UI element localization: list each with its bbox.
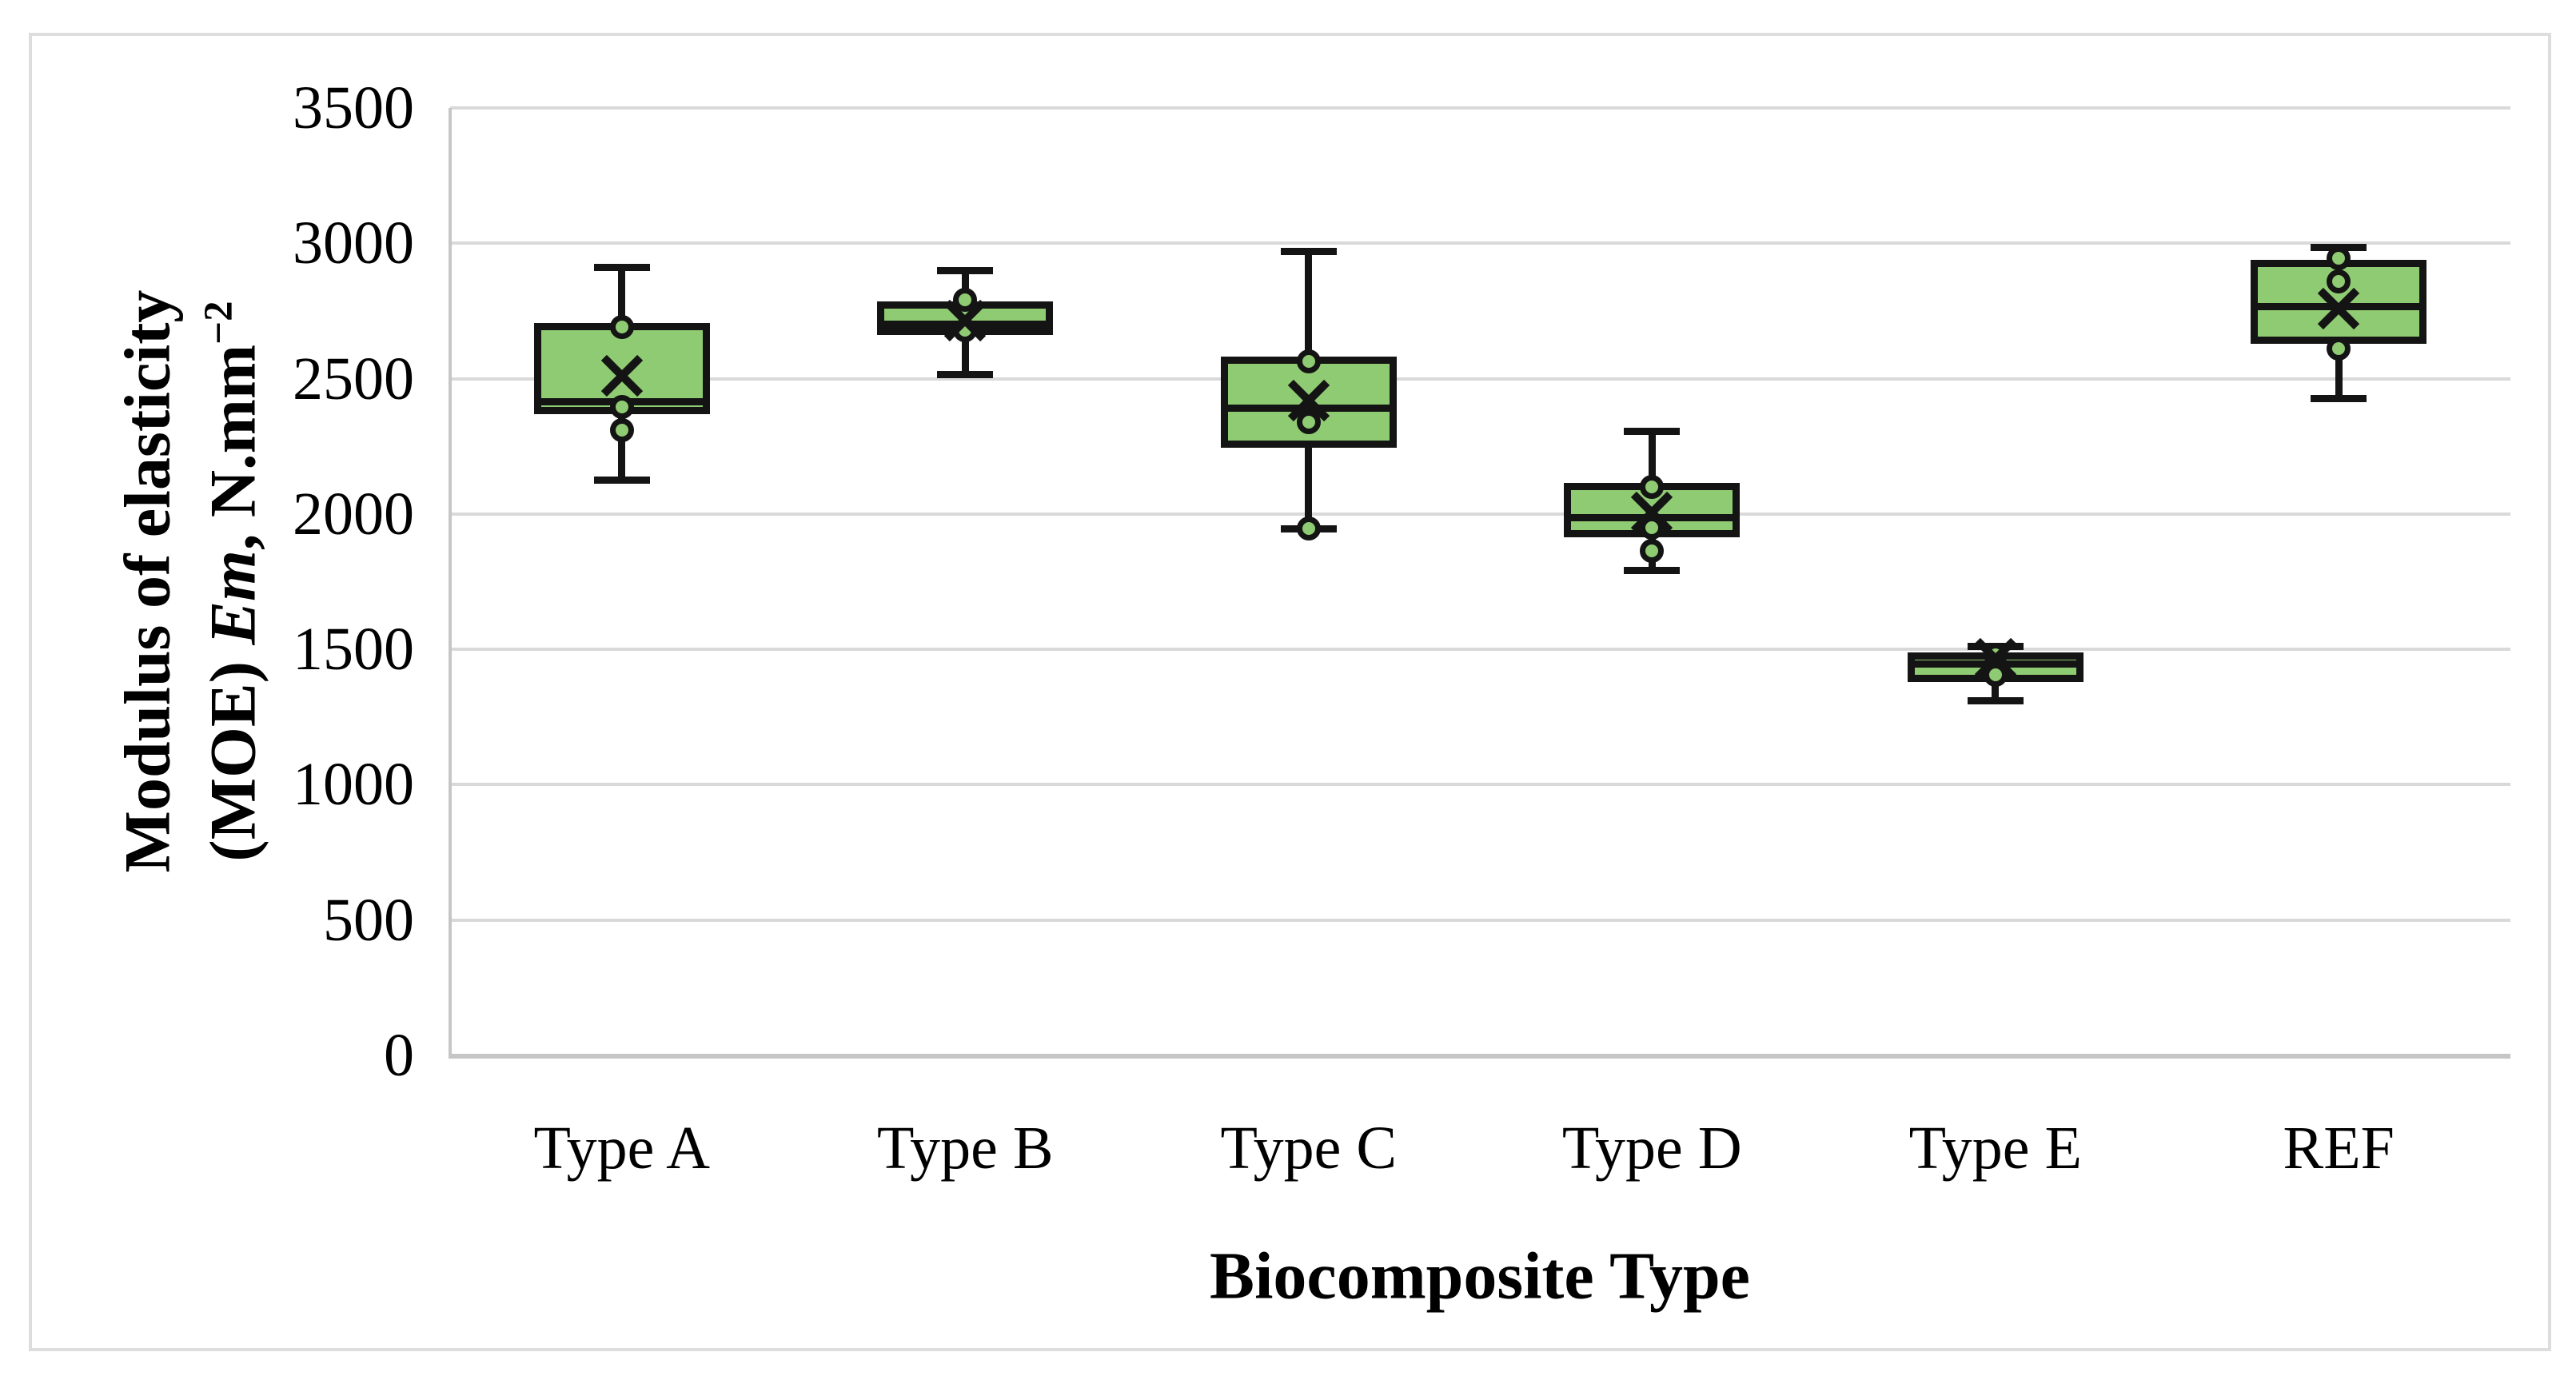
gridline-500 <box>450 918 2510 922</box>
y-tick-label-3000: 3000 <box>293 209 414 277</box>
ref-mean-marker <box>2318 287 2360 329</box>
type-c-data-point-3 <box>1296 516 1321 541</box>
type-c-whisker-cap-max <box>1280 247 1337 255</box>
type-a-data-point-2 <box>609 395 634 420</box>
x-axis-title: Biocomposite Type <box>1210 1238 1750 1314</box>
plot-area <box>450 106 2510 1057</box>
ref-whisker-lower <box>2335 343 2343 399</box>
type-c-whisker-upper <box>1305 251 1313 357</box>
type-e-mean-marker <box>1974 637 2016 680</box>
x-tick-label-type-b: Type B <box>876 1115 1054 1182</box>
x-tick-label-type-c: Type C <box>1220 1115 1398 1182</box>
type-d-data-point-1 <box>1640 475 1665 499</box>
gridline-3500 <box>450 106 2510 110</box>
gridline-2000 <box>450 512 2510 516</box>
gridline-3000 <box>450 241 2510 245</box>
ref-data-point-1 <box>2327 245 2351 270</box>
type-a-mean-marker <box>600 355 643 397</box>
type-e-whisker-cap-min <box>1967 696 2024 704</box>
ref-data-point-2 <box>2327 269 2351 293</box>
type-a-data-point-1 <box>609 315 634 340</box>
y-axis-title-symbol: Em <box>196 550 269 645</box>
y-axis-line <box>449 108 452 1059</box>
type-b-whisker-lower <box>961 335 969 375</box>
y-axis-title: Modulus of elasticity (MOE) Em, N.mm−2 <box>105 290 275 873</box>
gridline-1500 <box>450 648 2510 652</box>
x-tick-label-type-e: Type E <box>1908 1115 2082 1182</box>
y-tick-label-1500: 1500 <box>293 616 414 684</box>
y-axis-title-line1: Modulus of elasticity <box>110 289 184 873</box>
type-c-mean-marker <box>1287 379 1330 421</box>
y-axis-title-line2: (MOE) Em, N.mm−2 <box>195 301 269 862</box>
type-d-data-point-3 <box>1640 538 1665 563</box>
y-tick-label-2500: 2500 <box>293 345 414 413</box>
type-a-whisker-lower <box>618 413 626 481</box>
type-a-data-point-3 <box>609 417 634 442</box>
y-tick-label-3500: 3500 <box>293 74 414 142</box>
type-c-whisker-lower <box>1305 447 1313 529</box>
y-axis-title-exponent: −2 <box>195 301 241 345</box>
type-d-whisker-cap-min <box>1624 567 1681 575</box>
x-tick-label-ref: REF <box>2283 1115 2395 1182</box>
type-b-whisker-cap-min <box>937 370 994 378</box>
y-tick-label-2000: 2000 <box>293 480 414 548</box>
x-tick-label-type-a: Type A <box>533 1115 711 1182</box>
ref-data-point-3 <box>2327 337 2351 361</box>
type-d-mean-marker <box>1631 491 1673 534</box>
type-d-whisker-upper <box>1648 431 1656 483</box>
gridline-1000 <box>450 783 2510 787</box>
type-e-whisker-lower <box>1992 681 2000 701</box>
gridline-2500 <box>450 377 2510 381</box>
y-tick-label-500: 500 <box>323 886 414 954</box>
y-tick-label-0: 0 <box>384 1022 414 1089</box>
type-a-whisker-cap-min <box>593 477 650 485</box>
x-tick-label-type-d: Type D <box>1561 1115 1742 1182</box>
x-axis-line <box>449 1055 2510 1059</box>
type-b-whisker-upper <box>961 270 969 302</box>
y-tick-label-1000: 1000 <box>293 751 414 819</box>
type-a-whisker-cap-max <box>593 264 650 272</box>
ref-whisker-cap-min <box>2311 395 2367 403</box>
type-b-mean-marker <box>944 299 987 341</box>
type-c-median-line <box>1220 405 1397 413</box>
type-b-whisker-cap-max <box>937 266 994 274</box>
type-a-whisker-upper <box>618 267 626 324</box>
type-c-data-point-1 <box>1296 349 1321 373</box>
type-d-whisker-cap-max <box>1624 428 1681 436</box>
